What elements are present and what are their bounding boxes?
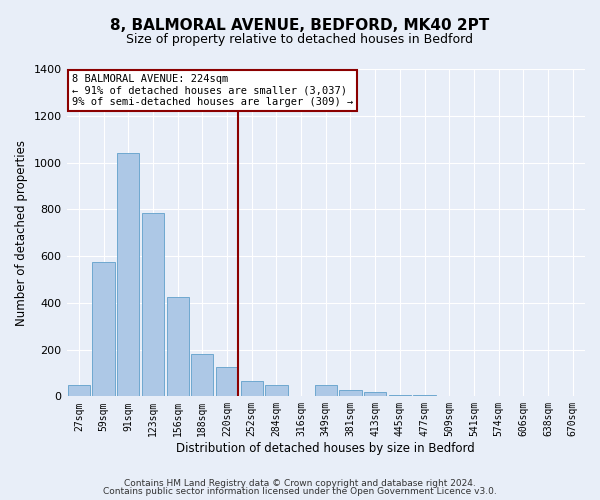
Bar <box>167 297 189 396</box>
Bar <box>265 384 287 396</box>
X-axis label: Distribution of detached houses by size in Bedford: Distribution of detached houses by size … <box>176 442 475 455</box>
Text: Contains HM Land Registry data © Crown copyright and database right 2024.: Contains HM Land Registry data © Crown c… <box>124 478 476 488</box>
Text: Contains public sector information licensed under the Open Government Licence v3: Contains public sector information licen… <box>103 487 497 496</box>
Bar <box>117 153 139 396</box>
Bar <box>241 381 263 396</box>
Text: 8, BALMORAL AVENUE, BEDFORD, MK40 2PT: 8, BALMORAL AVENUE, BEDFORD, MK40 2PT <box>110 18 490 32</box>
Bar <box>340 390 362 396</box>
Bar <box>216 367 238 396</box>
Text: 8 BALMORAL AVENUE: 224sqm
← 91% of detached houses are smaller (3,037)
9% of sem: 8 BALMORAL AVENUE: 224sqm ← 91% of detac… <box>72 74 353 107</box>
Bar <box>68 384 90 396</box>
Bar <box>413 395 436 396</box>
Bar <box>389 395 411 396</box>
Bar <box>364 392 386 396</box>
Bar <box>142 213 164 396</box>
Y-axis label: Number of detached properties: Number of detached properties <box>15 140 28 326</box>
Bar <box>92 262 115 396</box>
Text: Size of property relative to detached houses in Bedford: Size of property relative to detached ho… <box>127 32 473 46</box>
Bar <box>191 354 214 397</box>
Bar <box>314 384 337 396</box>
